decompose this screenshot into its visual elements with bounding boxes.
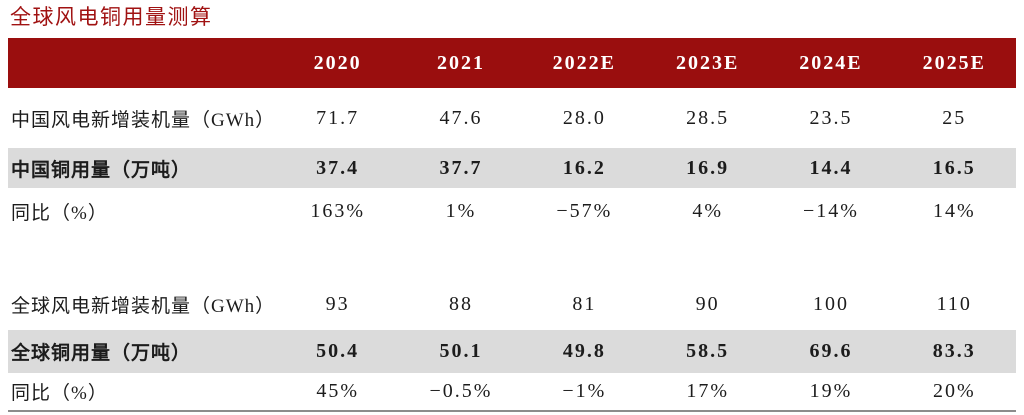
row-label: 全球风电新增装机量（GWh） [11,295,276,317]
table-row: 同比（%） 163% 1% −57% 4% −14% 14% [8,188,1016,234]
table-body: 中国风电新增装机量（GWh） 71.7 47.6 28.0 28.5 23.5 25 中国铜用… [8,88,1016,410]
cell-value: 25 [942,106,967,129]
row-label: 全球铜用量（万吨） [11,343,192,364]
cell-value: 88 [448,292,473,315]
table-row: 中国风电新增装机量（GWh） 71.7 47.6 28.0 28.5 23.5 25 [8,88,1016,148]
table-row [8,234,1016,278]
cell-value: 81 [572,292,597,315]
cell-value: −0.5% [429,380,493,402]
cell-value: 50.1 [439,340,483,362]
table-row: 中国铜用量（万吨） 37.4 37.7 16.2 16.9 14.4 16.5 [8,148,1016,188]
header-year-cell: 2024E [799,51,863,74]
cell-value: −1% [562,380,607,402]
cell-value: 37.4 [316,156,360,179]
cell-value: 14.4 [809,156,853,179]
cell-value: 19% [809,380,853,402]
header-year-cell: 2021 [436,51,485,74]
cell-value: 93 [325,292,350,315]
cell-value: 20% [932,380,976,402]
row-label: 同比（%） [11,202,108,224]
table-row: 同比（%） 45% −0.5% −1% 17% 19% 20% [8,373,1016,410]
cell-value: 23.5 [809,106,853,129]
cell-value: 49.8 [562,340,606,362]
cell-value: 16.5 [932,156,976,179]
row-label: 中国风电新增装机量（GWh） [11,109,276,131]
cell-value: 100 [812,292,849,315]
cell-value: 16.2 [562,156,606,179]
cell-value: −14% [803,199,859,222]
cell-value: 1% [445,199,477,222]
row-label: 同比（%） [11,383,108,404]
cell-value: 50.4 [316,340,360,362]
header-year-cell: 2022E [552,51,616,74]
table-row: 全球铜用量（万吨） 50.4 50.1 49.8 58.5 69.6 83.3 [8,330,1016,373]
cell-value: 16.9 [686,156,730,179]
figure-title: 全球风电铜用量测算 [10,5,213,29]
header-year-cell: 2020 [313,51,362,74]
copper-usage-table: 2020 2021 2022E 2023E 2024E 2025E 中国风电新增装机量（G… [8,38,1016,412]
table-row: 全球风电新增装机量（GWh） 93 88 81 90 100 110 [8,278,1016,330]
cell-value: 47.6 [439,106,483,129]
cell-value: 90 [695,292,720,315]
cell-value: 71.7 [316,106,360,129]
cell-value: 28.5 [686,106,730,129]
cell-value: −57% [556,199,613,222]
row-label: 中国铜用量（万吨） [11,159,192,181]
cell-value: 58.5 [686,340,730,362]
cell-value: 37.7 [439,156,483,179]
cell-value: 83.3 [932,340,976,362]
cell-value: 45% [316,380,359,402]
table-header-row: 2020 2021 2022E 2023E 2024E 2025E [8,38,1016,88]
cell-value: 4% [692,199,723,222]
cell-value: 17% [686,380,729,402]
cell-value: 110 [936,292,972,315]
header-year-cell: 2023E [675,51,740,74]
cell-value: 69.6 [809,340,853,362]
cell-value: 163% [310,199,365,222]
cell-value: 14% [932,199,976,222]
cell-value: 28.0 [562,106,606,129]
header-year-cell: 2025E [922,51,986,74]
